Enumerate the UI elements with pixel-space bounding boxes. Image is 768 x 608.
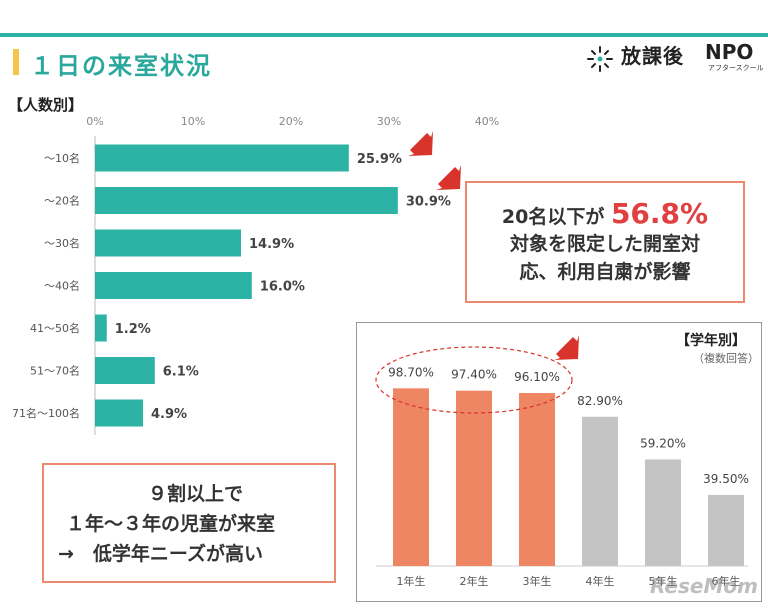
logo-sparkle-icon [587,46,613,72]
callout2-line3: → 低学年ニーズが高い [58,543,263,565]
logo-npo: NPO [705,40,754,64]
callout2-line1: ９割以上で [148,483,244,505]
title-accent-bar [13,49,19,75]
category-label: 4年生 [586,574,615,588]
value-label: 6.1% [163,365,199,380]
value-label: 98.70% [388,365,434,379]
bar [456,390,492,566]
watermark: ReseMom [650,574,758,598]
callout1-line2: 対象を限定した開室対 [509,233,700,255]
bar [95,399,144,427]
value-label: 96.10% [514,370,560,384]
callout1-highlight: 56.8% [610,197,709,230]
callout1-prefix: 20名以下が [501,206,611,228]
x-tick-label: 0% [86,115,103,128]
category-label: 71名～100名 [12,406,80,420]
value-label: 39.50% [703,472,749,486]
bar [708,494,744,566]
category-label: 6年生 [712,574,741,588]
grade-chart-title: 【学年別】 [676,333,746,349]
bar [95,314,107,342]
x-tick-label: 20% [279,115,303,128]
value-label: 97.40% [451,368,497,382]
category-label: 5年生 [649,574,678,588]
grade-bar-chart: 98.70% 1年生 97.40% 2年生 96.10% 3年生 82.90% 4年生 59.2… [375,346,749,588]
value-label: 59.20% [640,436,686,450]
bar [393,388,429,566]
value-label: 4.9% [151,407,187,422]
highlight-ellipse [375,346,573,414]
callout-under-20: 20名以下が 56.8% 対象を限定した開室対 応、利用自粛が影響 [465,181,745,303]
bar [95,144,349,172]
x-tick-label: 30% [377,115,401,128]
bar [95,272,252,299]
category-label: ～10名 [44,151,80,165]
bar [95,187,398,214]
logo-text: 放課後 [621,44,684,68]
category-label: 41～50名 [30,321,80,335]
headcount-bar-chart: 0% 10% 20% 30% 40% ～10名 25.9% ～20名 30.9% ～30名 14.9… [12,115,499,435]
category-label: ～20名 [44,194,80,208]
grade-chart-subtitle: （複数回答） [693,352,759,365]
value-label: 30.9% [406,195,451,210]
bar [645,459,681,566]
callout2-line2: １年～３年の児童が来室 [66,513,276,535]
category-label: 3年生 [523,574,552,588]
category-label: 2年生 [460,574,489,588]
value-label: 25.9% [357,152,402,167]
value-label: 1.2% [115,322,151,337]
category-label: ～40名 [44,279,80,293]
bar [519,393,555,566]
x-tick-label: 10% [181,115,205,128]
callout-lower-grades: ９割以上で １年～３年の児童が来室 → 低学年ニーズが高い [42,463,336,583]
callout1-line3: 応、利用自粛が影響 [519,261,691,283]
section-label: 【人数別】 [8,96,84,114]
bar [95,357,155,384]
category-label: 51～70名 [30,364,80,378]
value-label: 14.9% [249,237,294,252]
value-label: 82.90% [577,394,623,408]
top-rule [0,33,768,37]
category-label: ～30名 [44,236,80,250]
category-label: 1年生 [397,574,426,588]
bar [95,229,242,257]
logo-subtitle: アフタースクール [708,64,764,72]
bar [582,416,618,566]
x-tick-label: 40% [475,115,499,128]
page-title: １日の来室状況 [30,52,212,80]
value-label: 16.0% [260,280,305,295]
